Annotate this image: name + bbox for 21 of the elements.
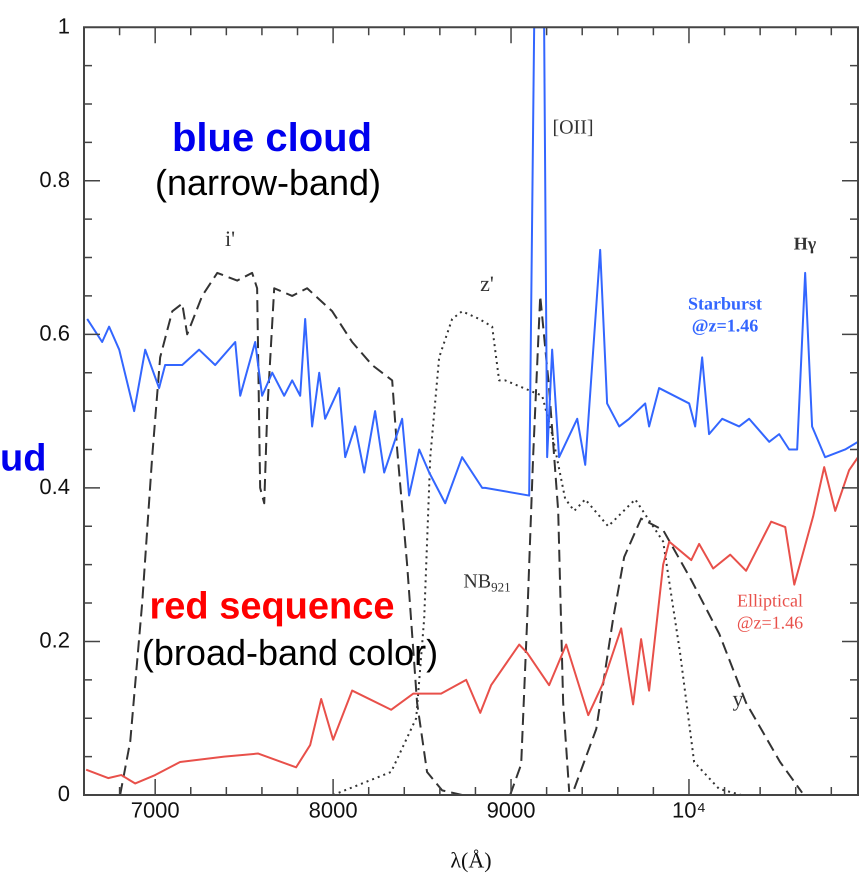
y-tick-label: 0.6: [39, 320, 70, 346]
annotation: (narrow-band): [154, 162, 382, 203]
y-tick-label: 0.2: [39, 628, 70, 653]
series-label: z': [480, 270, 494, 296]
annotation: (broad-band color): [142, 632, 438, 673]
x-tick-label: 9000: [486, 797, 536, 822]
series-label: Starburst @z=1.46: [688, 294, 762, 336]
y-tick-label: 1: [58, 13, 70, 38]
annotation: Hγ: [794, 234, 817, 254]
annotation: [OII]: [552, 116, 594, 138]
x-tick-label: 7000: [130, 797, 180, 822]
annotation: blue cloud: [172, 116, 372, 160]
x-tick-label: 10⁴: [672, 797, 706, 822]
y-tick-label: 0.8: [39, 166, 70, 192]
annotation: red sequence: [150, 585, 394, 628]
x-axis-title: λ(Å): [450, 848, 492, 873]
x-tick-label: 8000: [308, 797, 358, 822]
series-label: i': [224, 226, 236, 251]
series-label: y: [732, 686, 744, 711]
y-tick-label: 0: [58, 781, 70, 806]
series-label: Elliptical @z=1.46: [736, 590, 804, 633]
